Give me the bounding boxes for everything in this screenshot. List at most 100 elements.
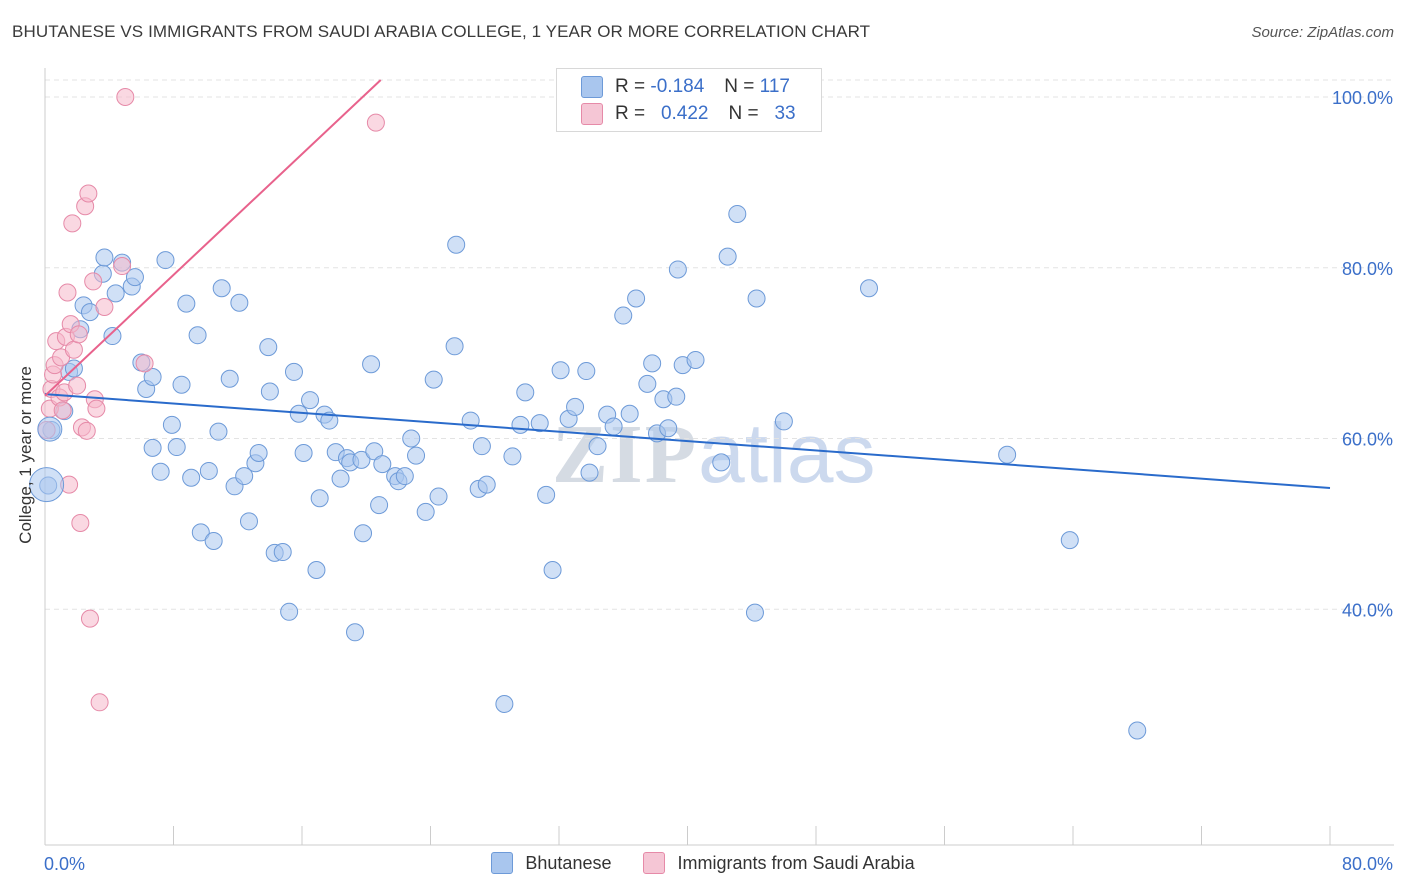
saudi-point <box>71 514 90 533</box>
bhutanese-point <box>259 338 278 357</box>
bhutanese-point <box>537 485 556 504</box>
bhutanese-point <box>667 387 686 406</box>
bhutanese-point <box>643 354 662 373</box>
bhutanese-point <box>745 603 764 622</box>
series-legend-bhutanese: Bhutanese <box>491 852 611 874</box>
bhutanese-point <box>362 355 381 374</box>
saudi-point <box>113 257 132 276</box>
bhutanese-point <box>249 444 268 463</box>
saudi-point <box>116 88 135 106</box>
saudi-point <box>68 376 87 395</box>
bhutanese-point <box>230 293 249 312</box>
bhutanese-point <box>407 446 426 465</box>
bhutanese-point <box>668 260 687 279</box>
bhutanese-point <box>445 337 464 356</box>
saudi-point <box>87 399 106 418</box>
bhutanese-point <box>95 248 114 267</box>
series-legend-saudi: Immigrants from Saudi Arabia <box>643 852 915 874</box>
bhutanese-point <box>503 447 522 466</box>
legend-r-label: R = <box>615 76 646 97</box>
bhutanese-point-large <box>29 467 65 503</box>
bhutanese-point <box>162 415 181 434</box>
bhutanese-point <box>614 306 633 325</box>
legend-row-bhutanese: R = -0.184 N = 117 <box>581 75 790 99</box>
bhutanese-point <box>728 204 747 223</box>
bhutanese-point <box>143 438 162 457</box>
bhutanese-point <box>352 450 371 469</box>
bhutanese-point <box>429 487 448 506</box>
bhutanese-point <box>280 602 299 621</box>
bhutanese-point <box>395 467 414 486</box>
saudi-point <box>69 325 88 344</box>
bhutanese-point <box>416 502 435 521</box>
series-swatch-pink <box>643 852 666 874</box>
bhutanese-point-large <box>37 416 63 442</box>
bhutanese-point <box>204 531 223 550</box>
bhutanese-point <box>511 415 530 434</box>
x-tick-label: 80.0% <box>1342 854 1393 874</box>
legend-r-value: 0.422 <box>660 103 709 124</box>
bhutanese-point <box>188 326 207 345</box>
bhutanese-point <box>373 455 392 474</box>
legend-n-label: N = <box>728 103 759 124</box>
legend-swatch-pink <box>581 103 603 125</box>
y-tick-label: 40.0% <box>1342 600 1393 620</box>
bhutanese-point <box>331 469 350 488</box>
y-axis-label: College, 1 year or more <box>16 366 35 544</box>
bhutanese-point <box>103 327 122 346</box>
bhutanese-point <box>143 368 162 387</box>
saudi-point <box>53 401 72 420</box>
y-tick-label: 80.0% <box>1342 259 1393 279</box>
bhutanese-point <box>354 524 373 543</box>
saudi-point <box>58 283 77 302</box>
bhutanese-point <box>209 422 228 441</box>
bhutanese-point <box>659 419 678 438</box>
bhutanese-point <box>472 437 491 456</box>
saudi-point <box>64 340 83 359</box>
bhutanese-point <box>477 475 496 494</box>
bhutanese-point <box>774 412 793 431</box>
x-tick-label: 0.0% <box>44 854 85 874</box>
bhutanese-point <box>718 247 737 266</box>
series-swatch-blue <box>491 852 514 874</box>
legend-r-value: -0.184 <box>650 76 705 97</box>
bhutanese-point <box>747 289 766 308</box>
saudi-point <box>366 113 385 132</box>
saudi-point <box>63 214 82 233</box>
bhutanese-point <box>530 414 549 433</box>
bhutanese-point <box>1128 721 1147 740</box>
bhutanese-point <box>543 560 562 579</box>
bhutanese-point <box>156 251 175 270</box>
bhutanese-point <box>220 369 239 388</box>
bhutanese-point <box>638 374 657 393</box>
bhutanese-point <box>199 461 218 480</box>
saudi-trend-line <box>44 79 382 397</box>
bhutanese-point <box>239 512 258 531</box>
bhutanese-point <box>260 382 279 401</box>
bhutanese-point <box>860 279 879 298</box>
bhutanese-point <box>620 404 639 423</box>
bhutanese-point <box>580 463 599 482</box>
bhutanese-point <box>604 417 623 436</box>
saudi-point <box>80 609 99 628</box>
bhutanese-point <box>320 411 339 430</box>
bhutanese-point <box>151 462 170 481</box>
bhutanese-point <box>294 444 313 463</box>
bhutanese-point <box>172 375 191 394</box>
bhutanese-point <box>686 350 705 369</box>
y-tick-label: 60.0% <box>1342 430 1393 450</box>
bhutanese-point <box>998 445 1017 464</box>
bhutanese-point <box>712 453 731 472</box>
bhutanese-point <box>551 361 570 380</box>
bhutanese-point <box>106 284 125 303</box>
legend-n-value: 33 <box>774 103 796 124</box>
bhutanese-point <box>588 437 607 456</box>
legend-n-label: N = <box>724 76 755 97</box>
bhutanese-point <box>424 370 443 389</box>
legend-r-label: R = <box>615 103 646 124</box>
bhutanese-point <box>516 383 535 402</box>
chart-title: BHUTANESE VS IMMIGRANTS FROM SAUDI ARABI… <box>12 22 871 41</box>
bhutanese-point <box>495 695 514 714</box>
bhutanese-point <box>346 623 365 642</box>
